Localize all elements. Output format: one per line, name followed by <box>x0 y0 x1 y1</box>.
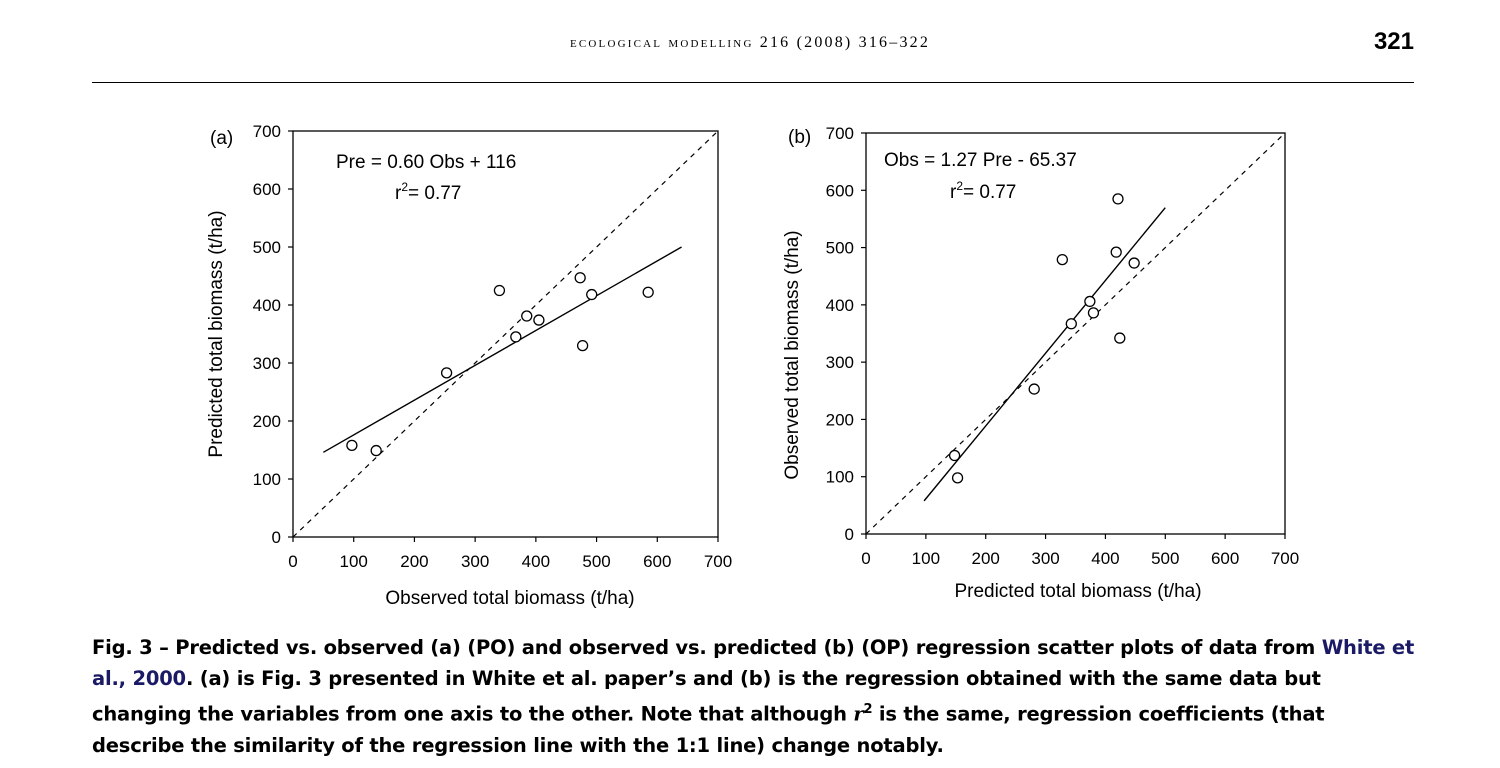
panel-a-xlabel: Observed total biomass (t/ha) <box>385 588 634 609</box>
panel-b-ytick-label: 300 <box>826 353 854 372</box>
panel-b-data-point <box>951 472 964 484</box>
panel-b-data-point <box>948 449 961 462</box>
panel-b-xtick-label: 0 <box>861 549 870 568</box>
caption-text-3: is the same, regression coefficients (th… <box>92 702 1325 757</box>
panel-b-xtick-label: 400 <box>1091 549 1119 568</box>
caption-text-2: . (a) is Fig. 3 presented in White et al… <box>92 667 1321 726</box>
panel-b-label: (b) <box>788 127 811 148</box>
panel-a-label: (a) <box>210 128 233 149</box>
panel-a-data-point <box>576 339 589 352</box>
panel-a-data-point <box>642 286 654 298</box>
citation-link-2[interactable]: 2000 <box>132 667 186 690</box>
panel-b-ylabel: Observed total biomass (t/ha) <box>782 230 803 479</box>
panel-a-r2: r2= 0.77 <box>395 180 461 204</box>
panel-b-regression-line <box>923 207 1166 502</box>
panel-b-xtick-label: 300 <box>1031 549 1059 568</box>
journal-header: ECOLOGICAL MODELLING 216 (2008) 316–322 <box>569 34 931 51</box>
panel-b-xtick-label: 700 <box>1271 549 1299 568</box>
panel-b-r2: r2= 0.77 <box>950 179 1016 203</box>
page-number: 321 <box>1373 28 1414 55</box>
panel-a-data-point <box>510 331 522 343</box>
panel-a-data-point <box>533 314 545 326</box>
panel-b-data-point <box>1028 383 1040 395</box>
panel-a-xtick-label: 0 <box>288 552 297 571</box>
panel-a-ytick-label: 400 <box>253 296 281 315</box>
panel-a-data-point <box>346 439 358 452</box>
panel-b-xlabel: Predicted total biomass (t/ha) <box>954 581 1201 602</box>
caption-text-1: Predicted vs. observed (a) (PO) and obse… <box>175 636 1322 659</box>
panel-b-ytick-label: 600 <box>826 181 854 200</box>
panel-a-ytick-label: 500 <box>253 238 281 257</box>
panel-b-ytick-label: 400 <box>826 296 854 315</box>
panel-a-regression-line <box>323 246 682 453</box>
figure-3: (a) Pre = 0.60 Obs + 116 r2= 0.77 Observ… <box>206 122 1299 609</box>
panel-b-ytick-label: 200 <box>826 410 854 429</box>
panel-a-data-point <box>521 310 533 322</box>
panel-a-ytick-label: 200 <box>253 412 281 431</box>
panel-a-one-to-one-line <box>292 130 719 538</box>
panel-b-r2-exponent: 2 <box>956 179 963 193</box>
panel-b-data-point <box>1112 193 1124 205</box>
panel-a-xtick-label: 100 <box>340 552 368 571</box>
panel-a-data-point <box>586 288 598 301</box>
panel-b-data-point <box>1065 318 1077 330</box>
panel-b-frame <box>865 132 1286 535</box>
panel-a-xtick-label: 500 <box>582 552 610 571</box>
panel-a-data-point <box>574 272 586 284</box>
panel-a-xtick-label: 600 <box>643 552 671 571</box>
panel-a: (a) Pre = 0.60 Obs + 116 r2= 0.77 Observ… <box>206 122 732 609</box>
caption-r-symbol: r <box>853 702 864 726</box>
panel-a-data-point <box>370 444 382 457</box>
panel-a-xtick-label: 300 <box>461 552 489 571</box>
panel-a-equation: Pre = 0.60 Obs + 116 <box>336 152 516 173</box>
panel-b-r2-value: = 0.77 <box>963 182 1016 203</box>
panel-a-xtick-label: 200 <box>400 552 428 571</box>
panel-b-ytick-label: 100 <box>826 468 854 487</box>
panel-a-ytick-label: 100 <box>253 470 281 489</box>
panel-a-data-point <box>440 367 453 379</box>
panel-b-data-point <box>1087 307 1100 319</box>
header-rule <box>92 82 1414 83</box>
caption-label: Fig. 3 – <box>92 636 176 659</box>
panel-b-ytick-label: 700 <box>826 124 854 143</box>
panel-b-equation: Obs = 1.27 Pre - 65.37 <box>884 150 1077 171</box>
panel-b-r2-symbol: r <box>950 182 957 203</box>
panel-a-r2-symbol: r <box>395 183 402 204</box>
panel-a-ytick-label: 300 <box>253 354 281 373</box>
panel-b-data-point <box>1114 332 1126 344</box>
panel-b-xtick-label: 600 <box>1211 549 1239 568</box>
panel-b-one-to-one-line <box>865 132 1286 535</box>
panel-b-data-point <box>1128 257 1140 269</box>
panel-a-r2-exponent: 2 <box>401 180 408 194</box>
panel-b-xtick-label: 500 <box>1151 549 1179 568</box>
panel-b-data-point <box>1056 253 1068 266</box>
panel-b-xtick-label: 200 <box>972 549 1000 568</box>
panel-b-data-point <box>1084 295 1096 308</box>
panel-b-ytick-label: 500 <box>826 239 854 258</box>
citation-link-1[interactable]: White et al., <box>92 636 1415 690</box>
panel-a-ytick-label: 600 <box>253 180 281 199</box>
panel-a-ytick-label: 700 <box>253 122 281 141</box>
panel-a-r2-value: = 0.77 <box>408 183 461 204</box>
panel-a-ylabel: Predicted total biomass (t/ha) <box>206 210 227 457</box>
panel-b-data-point <box>1110 246 1122 258</box>
panel-a-data-point <box>493 284 506 297</box>
panel-a-ytick-label: 0 <box>272 528 281 547</box>
panel-a-frame <box>292 130 719 538</box>
caption-r-exponent: 2 <box>863 702 873 717</box>
panel-b-xtick-label: 100 <box>912 549 940 568</box>
panel-b-ytick-label: 0 <box>845 525 854 544</box>
figure-caption: Fig. 3 – Predicted vs. observed (a) (PO)… <box>92 632 1422 761</box>
panel-b: (b) Obs = 1.27 Pre - 65.37 r2= 0.77 Pred… <box>782 124 1299 602</box>
panel-a-xtick-label: 400 <box>522 552 550 571</box>
panel-a-xtick-label: 700 <box>704 552 732 571</box>
